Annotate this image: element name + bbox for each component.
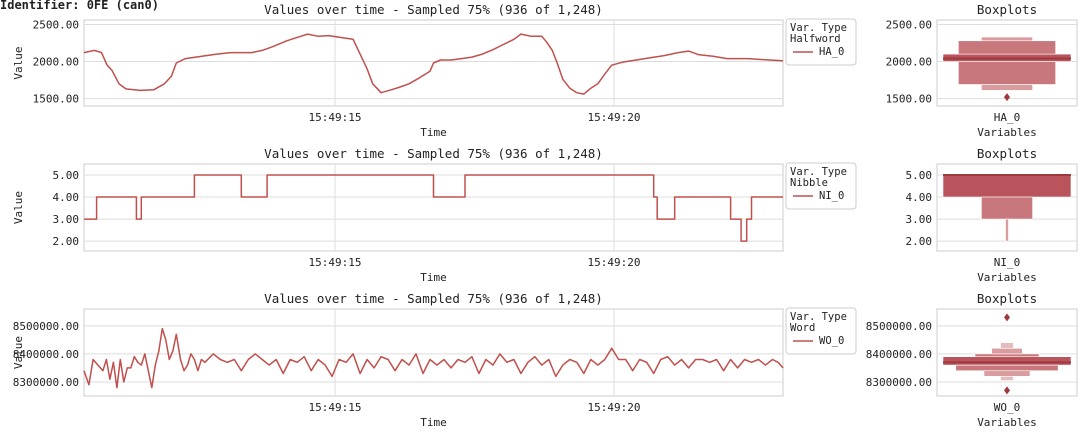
identifier-header: Identifier: 0FE (can0) — [0, 0, 159, 12]
boxplot-box — [942, 356, 1072, 366]
legend-title: Var. Type — [790, 22, 847, 34]
boxplot-box — [1000, 376, 1014, 381]
legend-title: Var. Type — [790, 311, 847, 323]
x-axis-label: Variables — [977, 416, 1037, 429]
boxplot-box — [981, 36, 1033, 42]
legend-box — [785, 307, 857, 355]
boxplot-box — [981, 196, 1033, 220]
line-panel-1: 15:49:15 15:49:20 1500.00 2000.00 2500.00 Val… — [12, 2, 857, 139]
legend-box — [785, 18, 857, 66]
legend-title: Nibble — [790, 177, 828, 189]
legend-entry: HA_0 — [819, 46, 844, 58]
boxplot-title: Boxplots — [977, 146, 1037, 161]
line-panel-2: 15:49:15 15:49:20 2.00 3.00 4.00 5.00 Values o… — [12, 146, 857, 284]
x-tick-label: 15:49:15 — [309, 256, 362, 269]
legend-entry: NI_0 — [819, 190, 844, 202]
chart-title: Values over time - Sampled 75% (936 of 1… — [264, 2, 603, 17]
y-tick-label: 5.00 — [906, 169, 933, 182]
y-tick-label: 5.00 — [53, 169, 80, 182]
boxplot-outlier — [1004, 93, 1010, 102]
boxplot-title: Boxplots — [977, 2, 1037, 17]
boxplot-box — [958, 40, 1056, 55]
legend-title: Var. Type — [790, 166, 847, 178]
x-tick-label: 15:49:20 — [588, 256, 641, 269]
y-axis-label: Value — [12, 336, 25, 369]
y-tick-label: 8500000.00 — [13, 320, 79, 333]
x-tick-label: 15:49:20 — [588, 111, 641, 124]
y-tick-label: 2500.00 — [886, 18, 932, 31]
y-tick-label: 1500.00 — [33, 93, 79, 106]
y-tick-label: 2.00 — [53, 235, 80, 248]
x-axis-label: Time — [420, 271, 447, 284]
x-tick-label: HA_0 — [994, 111, 1021, 124]
y-tick-label: 3.00 — [53, 213, 80, 226]
x-axis-label: Variables — [977, 271, 1037, 284]
boxplot-outlier — [1004, 313, 1010, 322]
y-tick-label: 4.00 — [53, 191, 80, 204]
boxplot-panel-3: 8300000.00 8400000.00 8500000.00 Boxplots WO… — [866, 291, 1078, 429]
y-axis-label: Value — [12, 191, 25, 224]
chart-title: Values over time - Sampled 75% (936 of 1… — [264, 146, 603, 161]
series-line-ha_0 — [83, 33, 784, 95]
boxplot-box — [955, 364, 1059, 372]
y-tick-label: 8400000.00 — [866, 348, 932, 361]
y-tick-label: 8400000.00 — [13, 348, 79, 361]
x-tick-label: WO_0 — [994, 401, 1021, 414]
x-tick-label: NI_0 — [994, 256, 1021, 269]
y-tick-label: 4.00 — [906, 191, 933, 204]
boxplot-outlier — [1004, 386, 1010, 395]
y-tick-label: 2500.00 — [33, 18, 79, 31]
chart-title: Values over time - Sampled 75% (936 of 1… — [264, 291, 603, 306]
x-axis-label: Time — [420, 126, 447, 139]
boxplot-box — [981, 84, 1033, 91]
boxplot-box — [991, 347, 1023, 355]
x-tick-label: 15:49:20 — [588, 401, 641, 414]
y-tick-label: 3.00 — [906, 213, 933, 226]
boxplot-panel-2: 2.00 3.00 4.00 5.00 Boxplots NI_0 Variables — [906, 146, 1078, 284]
x-axis-label: Time — [420, 416, 447, 429]
x-tick-label: 15:49:15 — [309, 401, 362, 414]
y-tick-label: 8500000.00 — [866, 320, 932, 333]
x-tick-label: 15:49:15 — [309, 111, 362, 124]
y-tick-label: 8300000.00 — [866, 376, 932, 389]
boxplot-panel-1: 1500.00 2000.00 2500.00 Boxplots HA_0 Variabl… — [886, 2, 1078, 139]
line-panel-3: 15:49:15 15:49:20 8300000.00 8400000.00 8500… — [12, 291, 857, 429]
y-tick-label: 1500.00 — [886, 93, 932, 106]
boxplot-box — [974, 353, 1040, 358]
y-axis-label: Value — [12, 46, 25, 79]
legend-title: Word — [790, 322, 815, 334]
boxplot-box — [1005, 218, 1009, 242]
y-tick-label: 2.00 — [906, 235, 933, 248]
series-line-ni_0 — [84, 174, 783, 242]
y-tick-label: 2000.00 — [33, 56, 79, 69]
legend-title: Halfword — [790, 33, 841, 45]
boxplot-title: Boxplots — [977, 291, 1037, 306]
plot-area — [83, 308, 784, 397]
legend-entry: WO_0 — [819, 335, 844, 347]
series-line-wo_0 — [83, 327, 784, 389]
legend-box — [785, 162, 857, 210]
boxplot-box — [1000, 342, 1014, 349]
x-axis-label: Variables — [977, 126, 1037, 139]
boxplot-box — [958, 61, 1056, 85]
boxplot-box — [983, 370, 1031, 377]
y-tick-label: 2000.00 — [886, 56, 932, 69]
boxplot-box — [942, 174, 1072, 198]
y-tick-label: 8300000.00 — [13, 376, 79, 389]
